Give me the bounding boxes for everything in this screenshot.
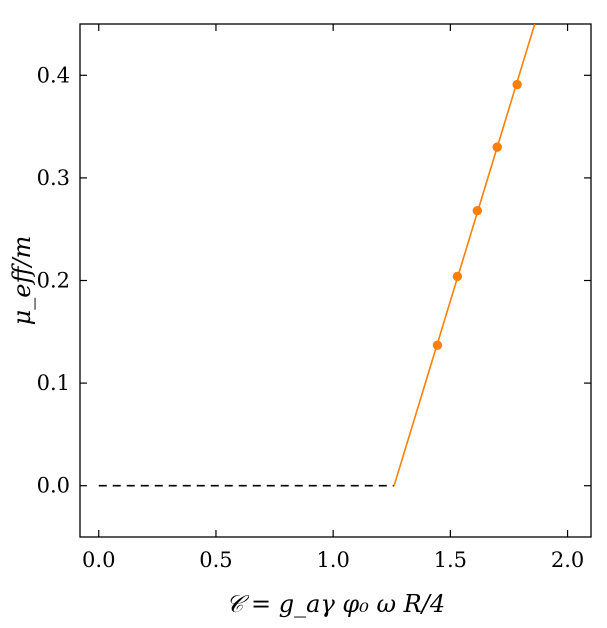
x-tick-label: 0.5 bbox=[199, 548, 232, 572]
x-tick-label: 2.0 bbox=[551, 548, 584, 572]
data-point bbox=[452, 271, 463, 282]
y-tick-label: 0.2 bbox=[37, 269, 70, 293]
data-point bbox=[512, 79, 522, 90]
y-tick-label: 0.4 bbox=[37, 63, 70, 87]
orange-line bbox=[393, 24, 536, 486]
plot-area bbox=[79, 23, 592, 538]
data-point bbox=[492, 142, 502, 152]
y-axis-label: μ_eff/m bbox=[8, 236, 36, 326]
x-tick-label: 1.5 bbox=[434, 548, 467, 572]
y-tick-label: 0.3 bbox=[37, 166, 70, 190]
data-point bbox=[432, 340, 443, 350]
y-tick-label: 0.1 bbox=[37, 371, 70, 395]
series-layer bbox=[98, 24, 536, 487]
ticks-layer: 0.0 0.5 1.0 1.5 2.0 0.0 0.1 0.2 0.3 0.4 bbox=[37, 24, 591, 572]
y-tick-label: 0.0 bbox=[37, 474, 70, 498]
x-tick-label: 1.0 bbox=[316, 548, 349, 572]
plot-frame bbox=[79, 23, 592, 538]
x-axis-label: 𝒞 = g_aγ φ₀ ω R/4 bbox=[226, 590, 445, 618]
x-tick-label: 0.0 bbox=[82, 548, 115, 572]
data-point bbox=[472, 206, 483, 216]
